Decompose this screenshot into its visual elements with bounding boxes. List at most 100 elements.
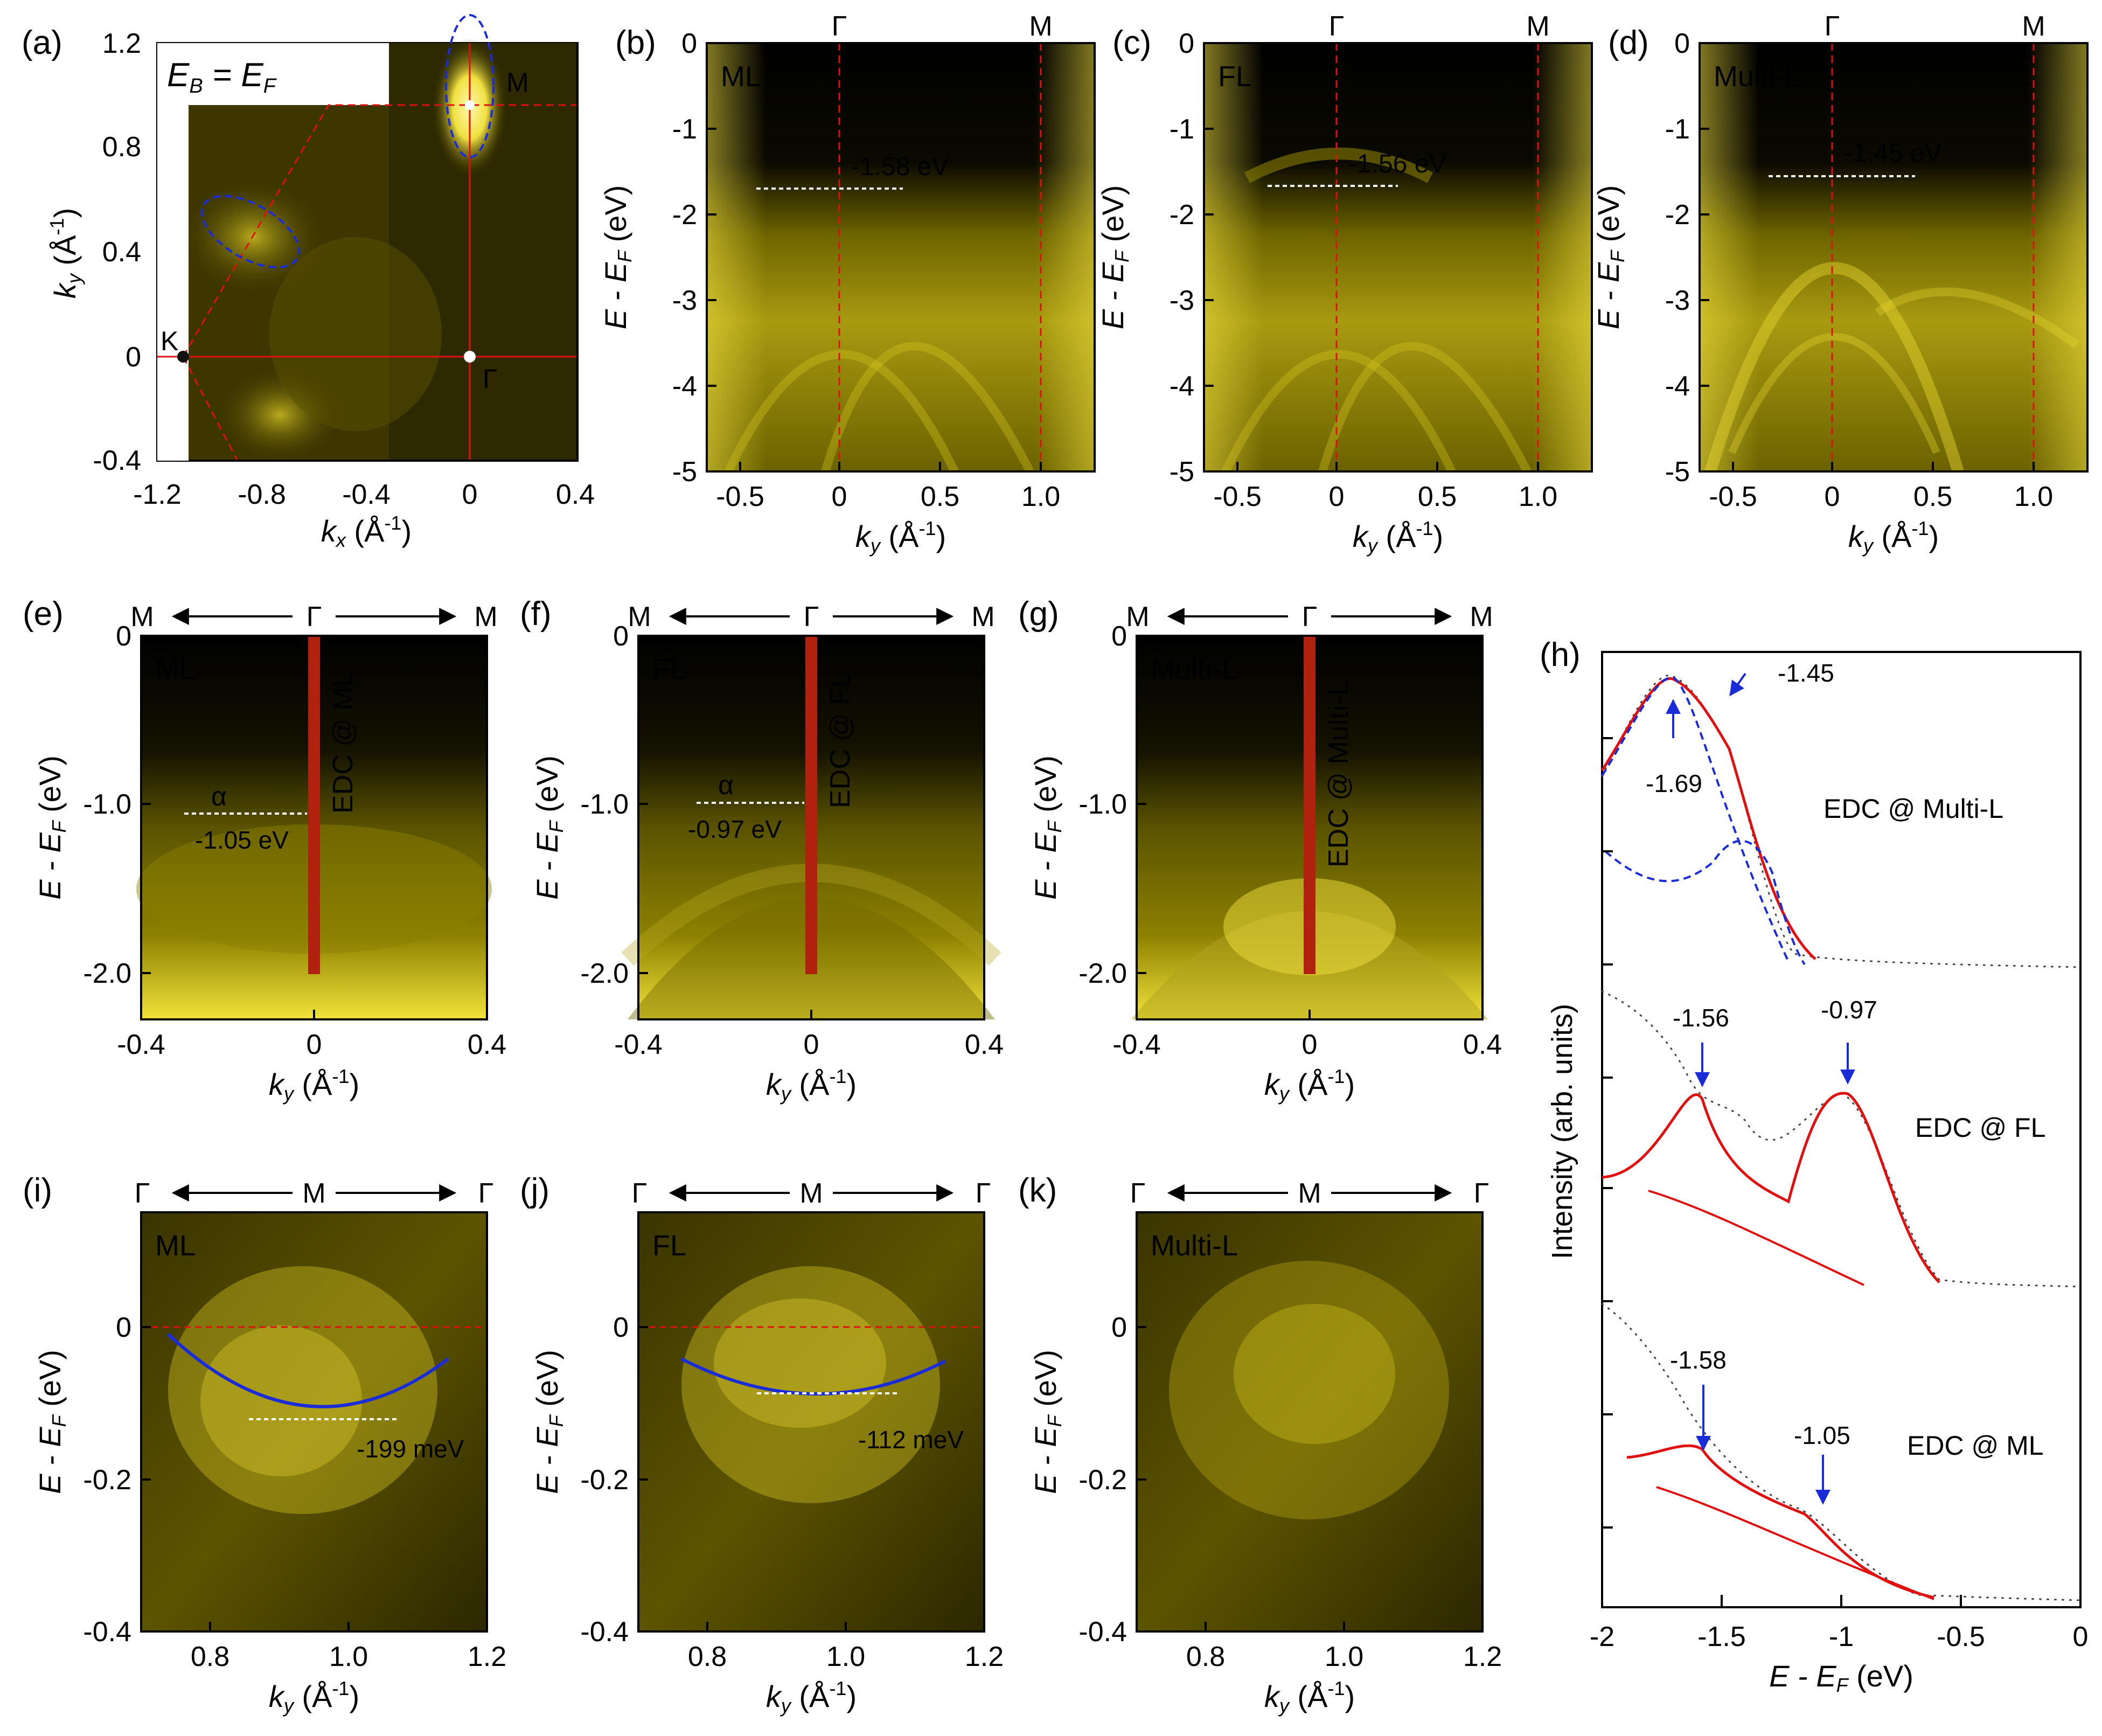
svg-text:-4: -4 bbox=[1665, 371, 1690, 402]
svg-text:Γ: Γ bbox=[307, 601, 322, 633]
svg-text:(b): (b) bbox=[615, 24, 656, 61]
panel-j: -112 meV FL (j) bbox=[520, 1172, 985, 1633]
svg-text:-1.58: -1.58 bbox=[1670, 1346, 1727, 1374]
svg-text:0: 0 bbox=[126, 342, 141, 373]
svg-text:-1.0: -1.0 bbox=[83, 789, 131, 820]
svg-text:-0.97: -0.97 bbox=[1821, 996, 1877, 1024]
svg-text:-1.69: -1.69 bbox=[1646, 769, 1702, 797]
svg-text:M: M bbox=[1126, 601, 1149, 633]
energy-axis-label: E - EF (eV) bbox=[1096, 185, 1133, 330]
svg-text:-199 meV: -199 meV bbox=[357, 1435, 464, 1463]
svg-text:M: M bbox=[130, 601, 154, 633]
panel-h-frame bbox=[1601, 651, 2082, 1608]
svg-text:(e): (e) bbox=[23, 595, 64, 633]
svg-text:-0.4: -0.4 bbox=[1112, 1029, 1161, 1060]
svg-text:M: M bbox=[1298, 1178, 1321, 1209]
svg-text:Multi-L: Multi-L bbox=[1151, 1230, 1238, 1262]
svg-text:1.0: 1.0 bbox=[1325, 1641, 1363, 1672]
energy-axis-label: E - EF (eV) bbox=[598, 185, 636, 330]
svg-text:-2.0: -2.0 bbox=[1078, 958, 1127, 989]
svg-text:0: 0 bbox=[116, 1312, 131, 1343]
svg-text:0.8: 0.8 bbox=[102, 131, 141, 163]
svg-text:-1: -1 bbox=[1665, 114, 1690, 145]
svg-text:Γ: Γ bbox=[1302, 601, 1318, 633]
panel-h: (h) Intensity (arb. units) -1.69 -1.45 -… bbox=[1540, 636, 2088, 1696]
svg-text:-1.56 eV: -1.56 eV bbox=[1348, 150, 1446, 178]
svg-text:-3: -3 bbox=[1665, 285, 1690, 316]
svg-text:0.5: 0.5 bbox=[1913, 481, 1952, 512]
svg-text:1.0: 1.0 bbox=[2014, 481, 2053, 512]
svg-text:0: 0 bbox=[1674, 28, 1690, 59]
svg-text:-3: -3 bbox=[672, 285, 697, 316]
svg-text:-1.0: -1.0 bbox=[1078, 789, 1127, 820]
svg-text:-2: -2 bbox=[1665, 199, 1690, 231]
svg-text:-0.2: -0.2 bbox=[1078, 1464, 1127, 1496]
svg-text:0: 0 bbox=[1302, 1029, 1318, 1060]
ky-axis-label: ky (Å-1) bbox=[1848, 517, 1939, 557]
svg-text:EDC @ Multi-L: EDC @ Multi-L bbox=[1323, 680, 1354, 868]
svg-text:0: 0 bbox=[1179, 28, 1194, 59]
svg-text:-112 meV: -112 meV bbox=[858, 1426, 964, 1454]
svg-text:0.8: 0.8 bbox=[688, 1641, 727, 1672]
svg-text:EDC @ Multi-L: EDC @ Multi-L bbox=[1823, 794, 2003, 824]
svg-text:0: 0 bbox=[681, 28, 697, 59]
svg-text:-0.5: -0.5 bbox=[716, 481, 764, 512]
svg-text:0.4: 0.4 bbox=[102, 237, 141, 268]
energy-axis-label: E - EF (eV) bbox=[530, 755, 567, 900]
panel-i: -199 meV ML (i) bbox=[23, 1172, 488, 1633]
svg-text:0: 0 bbox=[1111, 621, 1127, 652]
svg-text:ML: ML bbox=[155, 653, 196, 685]
svg-text:Γ: Γ bbox=[1825, 11, 1840, 42]
point-m-label: M bbox=[506, 67, 529, 98]
svg-text:1.0: 1.0 bbox=[329, 1641, 368, 1672]
svg-text:M: M bbox=[628, 601, 651, 633]
svg-text:M: M bbox=[1029, 11, 1052, 42]
svg-text:0: 0 bbox=[462, 479, 478, 510]
svg-text:(h): (h) bbox=[1540, 636, 1581, 673]
svg-text:0: 0 bbox=[307, 1029, 322, 1060]
svg-text:1.0: 1.0 bbox=[1519, 481, 1557, 512]
svg-text:Γ: Γ bbox=[804, 601, 819, 633]
svg-text:0: 0 bbox=[613, 621, 629, 652]
svg-text:0.4: 0.4 bbox=[556, 479, 595, 510]
svg-text:(d): (d) bbox=[1608, 24, 1649, 61]
svg-text:-0.4: -0.4 bbox=[117, 1029, 165, 1060]
svg-text:(f): (f) bbox=[520, 595, 552, 633]
svg-text:-2.0: -2.0 bbox=[580, 958, 629, 989]
svg-text:-1: -1 bbox=[1170, 114, 1194, 145]
svg-text:-2: -2 bbox=[672, 199, 697, 231]
svg-text:M: M bbox=[2022, 11, 2045, 42]
svg-text:EDC @ FL: EDC @ FL bbox=[1915, 1113, 2045, 1143]
panel-f: α -0.97 eV FL EDC @ FL (f) bbox=[520, 595, 1001, 1020]
svg-text:Γ: Γ bbox=[135, 1178, 150, 1209]
svg-text:Γ: Γ bbox=[478, 1178, 494, 1209]
svg-text:-1.45: -1.45 bbox=[1778, 659, 1834, 687]
svg-text:0: 0 bbox=[804, 1029, 819, 1060]
svg-text:(g): (g) bbox=[1018, 595, 1059, 633]
svg-text:Γ: Γ bbox=[1130, 1178, 1146, 1209]
point-gamma-label: Γ bbox=[483, 364, 498, 394]
svg-text:1.2: 1.2 bbox=[102, 28, 141, 59]
svg-text:M: M bbox=[302, 1178, 325, 1209]
panel-d: Multi-L -1.45 eV Γ M (d) bbox=[1608, 11, 2089, 474]
svg-text:-1.2: -1.2 bbox=[133, 479, 182, 510]
ky-axis-label: ky (Å-1) bbox=[855, 517, 946, 557]
panel-h-xlabel: E - EF (eV) bbox=[1769, 1659, 1913, 1696]
panel-e: α -1.05 eV ML EDC @ ML (e) bbox=[23, 595, 492, 1020]
svg-text:-0.2: -0.2 bbox=[83, 1464, 131, 1496]
ky-axis-label: ky (Å-1) bbox=[1264, 1065, 1355, 1105]
svg-text:(i): (i) bbox=[23, 1172, 52, 1209]
svg-text:1.2: 1.2 bbox=[965, 1641, 1004, 1672]
svg-text:0: 0 bbox=[1111, 1312, 1127, 1343]
svg-text:Multi-L: Multi-L bbox=[1151, 653, 1238, 685]
svg-text:0.8: 0.8 bbox=[1186, 1641, 1225, 1672]
svg-text:-5: -5 bbox=[672, 456, 697, 488]
svg-text:α: α bbox=[718, 770, 734, 800]
panel-b: ML -1.58 eV Γ M (b) bbox=[615, 11, 1096, 474]
energy-axis-label: E - EF (eV) bbox=[530, 1350, 567, 1494]
point-k-label: K bbox=[161, 326, 178, 356]
svg-text:-1.05: -1.05 bbox=[1794, 1421, 1850, 1449]
svg-text:(k): (k) bbox=[1018, 1172, 1057, 1209]
svg-text:M: M bbox=[971, 601, 994, 633]
